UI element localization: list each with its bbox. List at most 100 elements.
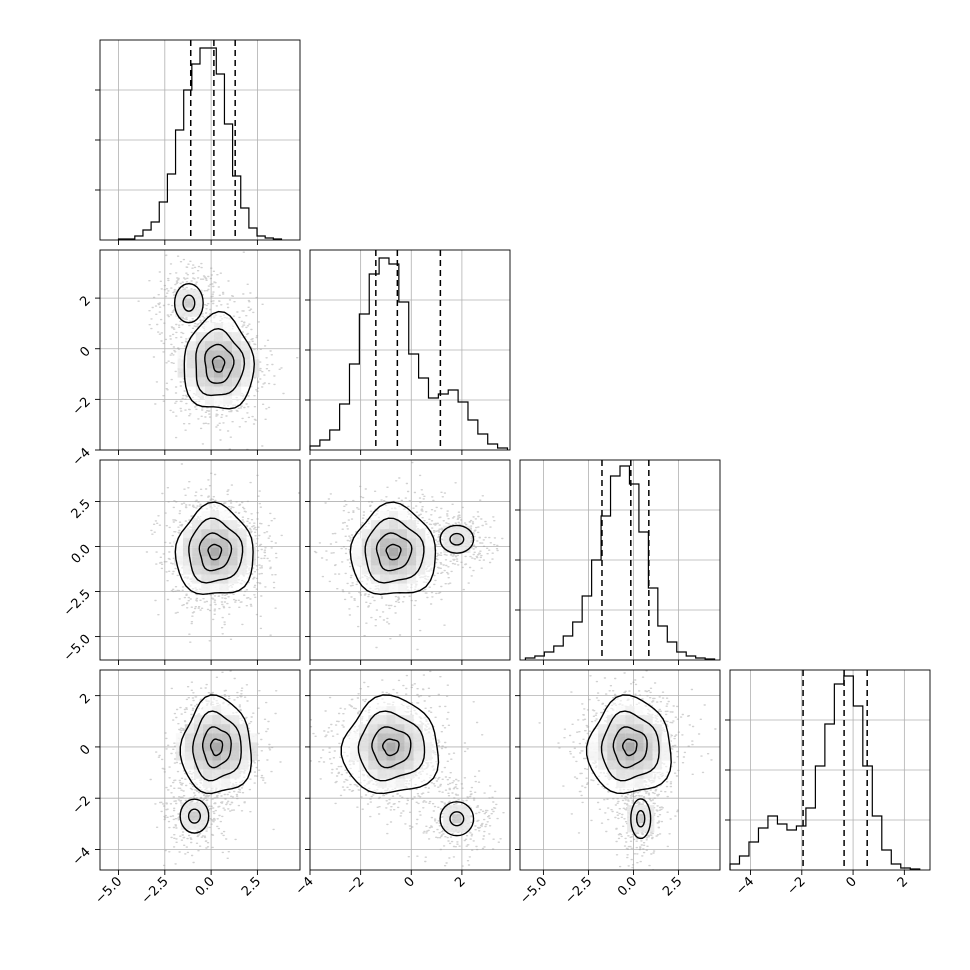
density-cell [452,823,462,833]
contour-line [449,532,465,546]
density-cell [461,823,471,833]
y-tick-label: 2 [77,293,93,309]
density-cell [248,751,258,761]
scatter-panel: −5.0 −2.5 0.0 2.5 [61,459,301,665]
density-cell [645,814,655,824]
contour-line [371,726,412,769]
contour-line [195,327,246,397]
histogram-step [117,47,283,240]
x-tick-label: 0 [843,874,859,890]
contour-line [357,710,426,782]
y-tick-label: −4 [70,845,94,869]
contour-line [188,517,244,584]
x-tick-label: −2.5 [139,874,172,907]
density-cell [189,802,199,812]
density-cell [184,307,194,317]
density-cell [184,289,194,299]
x-tick-label: 2.5 [239,874,264,899]
histogram-panel [515,459,721,665]
x-tick-label: 0 [402,874,418,890]
x-tick-label: −2.5 [562,874,595,907]
contour-line [612,726,648,769]
histogram-step [524,465,716,660]
density-cell [461,525,471,535]
histogram-frame [519,459,721,661]
contour-line [349,501,437,596]
scatter-frame [99,459,301,661]
x-tick-label: 2.5 [660,874,685,899]
x-tick-label: −2 [784,874,808,898]
density-cell [175,733,185,743]
x-tick-label: −4 [733,874,757,898]
density-cell [627,814,637,824]
contour-line [635,809,646,828]
density-cell [198,820,209,830]
density-cell [250,350,260,360]
density-cell [443,543,453,553]
y-tick-label: −2 [70,793,94,817]
density-cell [193,289,203,299]
density-cell [180,820,190,830]
density-cell [248,733,258,743]
contour-line [187,808,201,824]
y-tick-label: 0.0 [69,542,94,567]
x-tick-label: −5.0 [517,874,550,907]
density-cell [193,307,203,317]
contour-line [439,524,475,554]
scatter-panel: −4 −2 0 2 [293,669,511,898]
density-cell [452,814,462,824]
scatter-panel: −4 −2 0 2 [70,249,301,469]
contour-line [209,738,224,757]
density-cell [461,534,471,544]
scatter-panel: −5.0 −2.5 0.0 2.5 [515,669,721,907]
x-tick-label: −4 [293,874,317,898]
scatter-frame [309,669,511,871]
contour-line [192,710,242,782]
y-tick-label: −2.5 [61,587,94,620]
density-cell [443,814,453,824]
scatter-panel [305,459,511,665]
density-cell [461,543,471,553]
histogram-step [309,257,509,450]
density-cell [184,298,194,308]
x-tick-label: 2 [452,874,468,890]
contour-line [630,798,652,840]
contour-line [364,517,425,584]
scatter-frame [519,669,721,871]
density-cell [461,814,471,824]
density-cell [175,298,185,308]
contour-line [207,543,223,561]
density-cell [248,742,258,752]
y-tick-label: 0 [77,742,93,758]
contour-line [600,710,660,782]
contour-line [182,294,196,312]
contour-line [211,355,226,373]
scatter-panel: −5.0 −2.5 0.0 2.5 −4 −2 0 2 [70,669,301,907]
density-cell [198,811,209,821]
histogram-frame [99,39,301,241]
y-tick-label: −5.0 [61,632,94,665]
density-cell [452,525,462,535]
density-cell [177,359,187,369]
density-cell [180,811,190,821]
y-tick-label: 0 [77,344,93,360]
x-tick-label: −5.0 [92,874,125,907]
y-tick-label: 2.5 [69,497,94,522]
contour-line [375,532,413,572]
contour-line [621,738,638,757]
x-tick-label: 0.0 [193,874,218,899]
histogram-panel: −4 −2 0 2 [725,669,931,898]
contour-line [198,532,233,572]
density-cell [636,805,646,815]
y-tick-label: −4 [70,445,94,469]
density-cell [443,805,453,815]
density-cell [250,368,260,378]
density-cell [443,823,453,833]
contour-line [204,343,235,384]
density-cell [180,802,190,812]
contour-line [385,543,402,561]
density-cell [193,298,203,308]
contour-line [173,282,204,324]
density-cell [189,811,199,821]
